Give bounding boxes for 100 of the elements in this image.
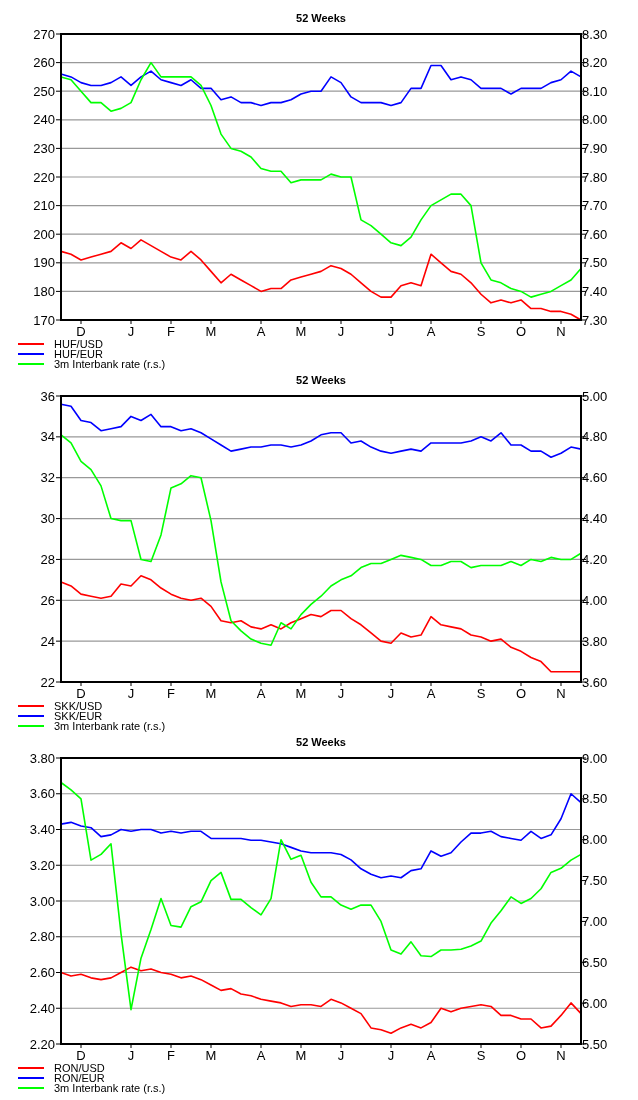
y2-tick-label: 7.40 [582, 283, 608, 299]
y-tick-label: 3.00 [29, 893, 55, 909]
x-tick-label: O [515, 1048, 527, 1063]
y2-tick-label: 7.00 [582, 913, 608, 929]
y-tick-label: 180 [33, 283, 55, 299]
y2-tick-label: 3.80 [582, 633, 608, 649]
line-series [60, 574, 582, 673]
y2-tick-label: 7.60 [582, 226, 608, 242]
y2-tick-label: 4.40 [582, 511, 608, 527]
x-tick-label: F [167, 686, 176, 701]
legend-label: HUF/USD [54, 337, 103, 350]
x-tick-label: A [256, 1048, 266, 1063]
line-series [60, 403, 582, 459]
y-tick-label: 230 [33, 140, 55, 156]
y-tick-label: 2.60 [29, 965, 55, 981]
x-tick-label: J [387, 686, 395, 701]
x-tick-label: D [76, 1048, 86, 1063]
x-tick-label: D [76, 324, 86, 339]
x-tick-label: O [515, 324, 527, 339]
x-tick-label: S [476, 686, 486, 701]
legend-label: HUF/EUR [54, 347, 103, 360]
x-tick-label: J [127, 324, 135, 339]
x-tick-label: A [256, 324, 266, 339]
y2-tick-label: 7.50 [582, 255, 608, 271]
y2-tick-label: 8.30 [582, 26, 608, 42]
y-tick-label: 3.40 [29, 822, 55, 838]
x-tick-label: J [127, 1048, 135, 1063]
y2-tick-label: 8.00 [582, 832, 608, 848]
y-tick-label: 220 [33, 169, 55, 185]
y-tick-label: 260 [33, 55, 55, 71]
y-tick-label: 2.40 [29, 1000, 55, 1016]
y-tick-label: 250 [33, 83, 55, 99]
chart-title: 52 Weeks [296, 12, 346, 24]
x-tick-label: N [556, 1048, 566, 1063]
y2-tick-label: 9.00 [582, 750, 608, 766]
y2-tick-label: 8.10 [582, 83, 608, 99]
y-tick-label: 170 [33, 312, 55, 328]
y2-tick-label: 3.60 [582, 674, 608, 690]
line-series [60, 61, 582, 298]
chart-title: 52 Weeks [296, 736, 346, 748]
x-tick-label: M [295, 686, 307, 701]
y-tick-label: 2.80 [29, 929, 55, 945]
y-tick-label: 3.60 [29, 786, 55, 802]
y2-tick-label: 8.00 [582, 112, 608, 128]
line-series [60, 239, 582, 321]
legend-label: RON/EUR [54, 1071, 105, 1084]
y2-tick-label: 6.50 [582, 954, 608, 970]
x-tick-label: J [387, 324, 395, 339]
y2-tick-label: 7.50 [582, 873, 608, 889]
y2-tick-label: 5.50 [582, 1036, 608, 1052]
line-series [60, 781, 582, 1011]
x-tick-label: M [205, 324, 217, 339]
chart-title: 52 Weeks [296, 374, 346, 386]
legend-label: SKK/EUR [54, 709, 103, 722]
x-tick-label: F [167, 1048, 176, 1063]
y-tick-label: 240 [33, 112, 55, 128]
y-tick-label: 270 [33, 26, 55, 42]
line-series [60, 966, 582, 1035]
x-tick-label: N [556, 686, 566, 701]
y2-tick-label: 7.30 [582, 312, 608, 328]
x-tick-label: M [295, 324, 307, 339]
y2-tick-label: 4.60 [582, 470, 608, 486]
y-tick-label: 3.80 [29, 750, 55, 766]
x-tick-label: O [515, 686, 527, 701]
line-series [60, 64, 582, 107]
y-tick-label: 26 [40, 592, 55, 608]
x-tick-label: M [295, 1048, 307, 1063]
x-tick-label: S [476, 1048, 486, 1063]
x-tick-label: F [167, 324, 176, 339]
x-tick-label: M [205, 1048, 217, 1063]
x-tick-label: J [127, 686, 135, 701]
y-tick-label: 28 [40, 551, 55, 567]
legend-label: 3m Interbank rate (r.s.) [54, 719, 166, 732]
y-tick-label: 30 [40, 511, 55, 527]
legend-label: RON/USD [54, 1061, 105, 1074]
y-tick-label: 2.20 [29, 1036, 55, 1052]
x-tick-label: J [337, 324, 345, 339]
x-tick-label: M [205, 686, 217, 701]
y2-tick-label: 4.80 [582, 429, 608, 445]
legend-label: SKK/USD [54, 699, 103, 712]
y2-tick-label: 4.00 [582, 592, 608, 608]
y-tick-label: 36 [40, 388, 55, 404]
x-tick-label: A [426, 1048, 436, 1063]
legend-label: 3m Interbank rate (r.s.) [54, 1081, 166, 1094]
y-tick-label: 3.20 [29, 857, 55, 873]
legend-label: 3m Interbank rate (r.s.) [54, 357, 166, 370]
line-series [60, 792, 582, 879]
y2-tick-label: 7.90 [582, 140, 608, 156]
y2-tick-label: 6.00 [582, 995, 608, 1011]
y2-tick-label: 7.80 [582, 169, 608, 185]
x-tick-label: A [426, 324, 436, 339]
y2-tick-label: 8.50 [582, 791, 608, 807]
x-tick-label: N [556, 324, 566, 339]
y2-tick-label: 5.00 [582, 388, 608, 404]
y-tick-label: 34 [40, 429, 55, 445]
x-tick-label: D [76, 686, 86, 701]
x-tick-label: A [256, 686, 266, 701]
x-tick-label: J [337, 1048, 345, 1063]
y-tick-label: 24 [40, 633, 55, 649]
x-tick-label: S [476, 324, 486, 339]
